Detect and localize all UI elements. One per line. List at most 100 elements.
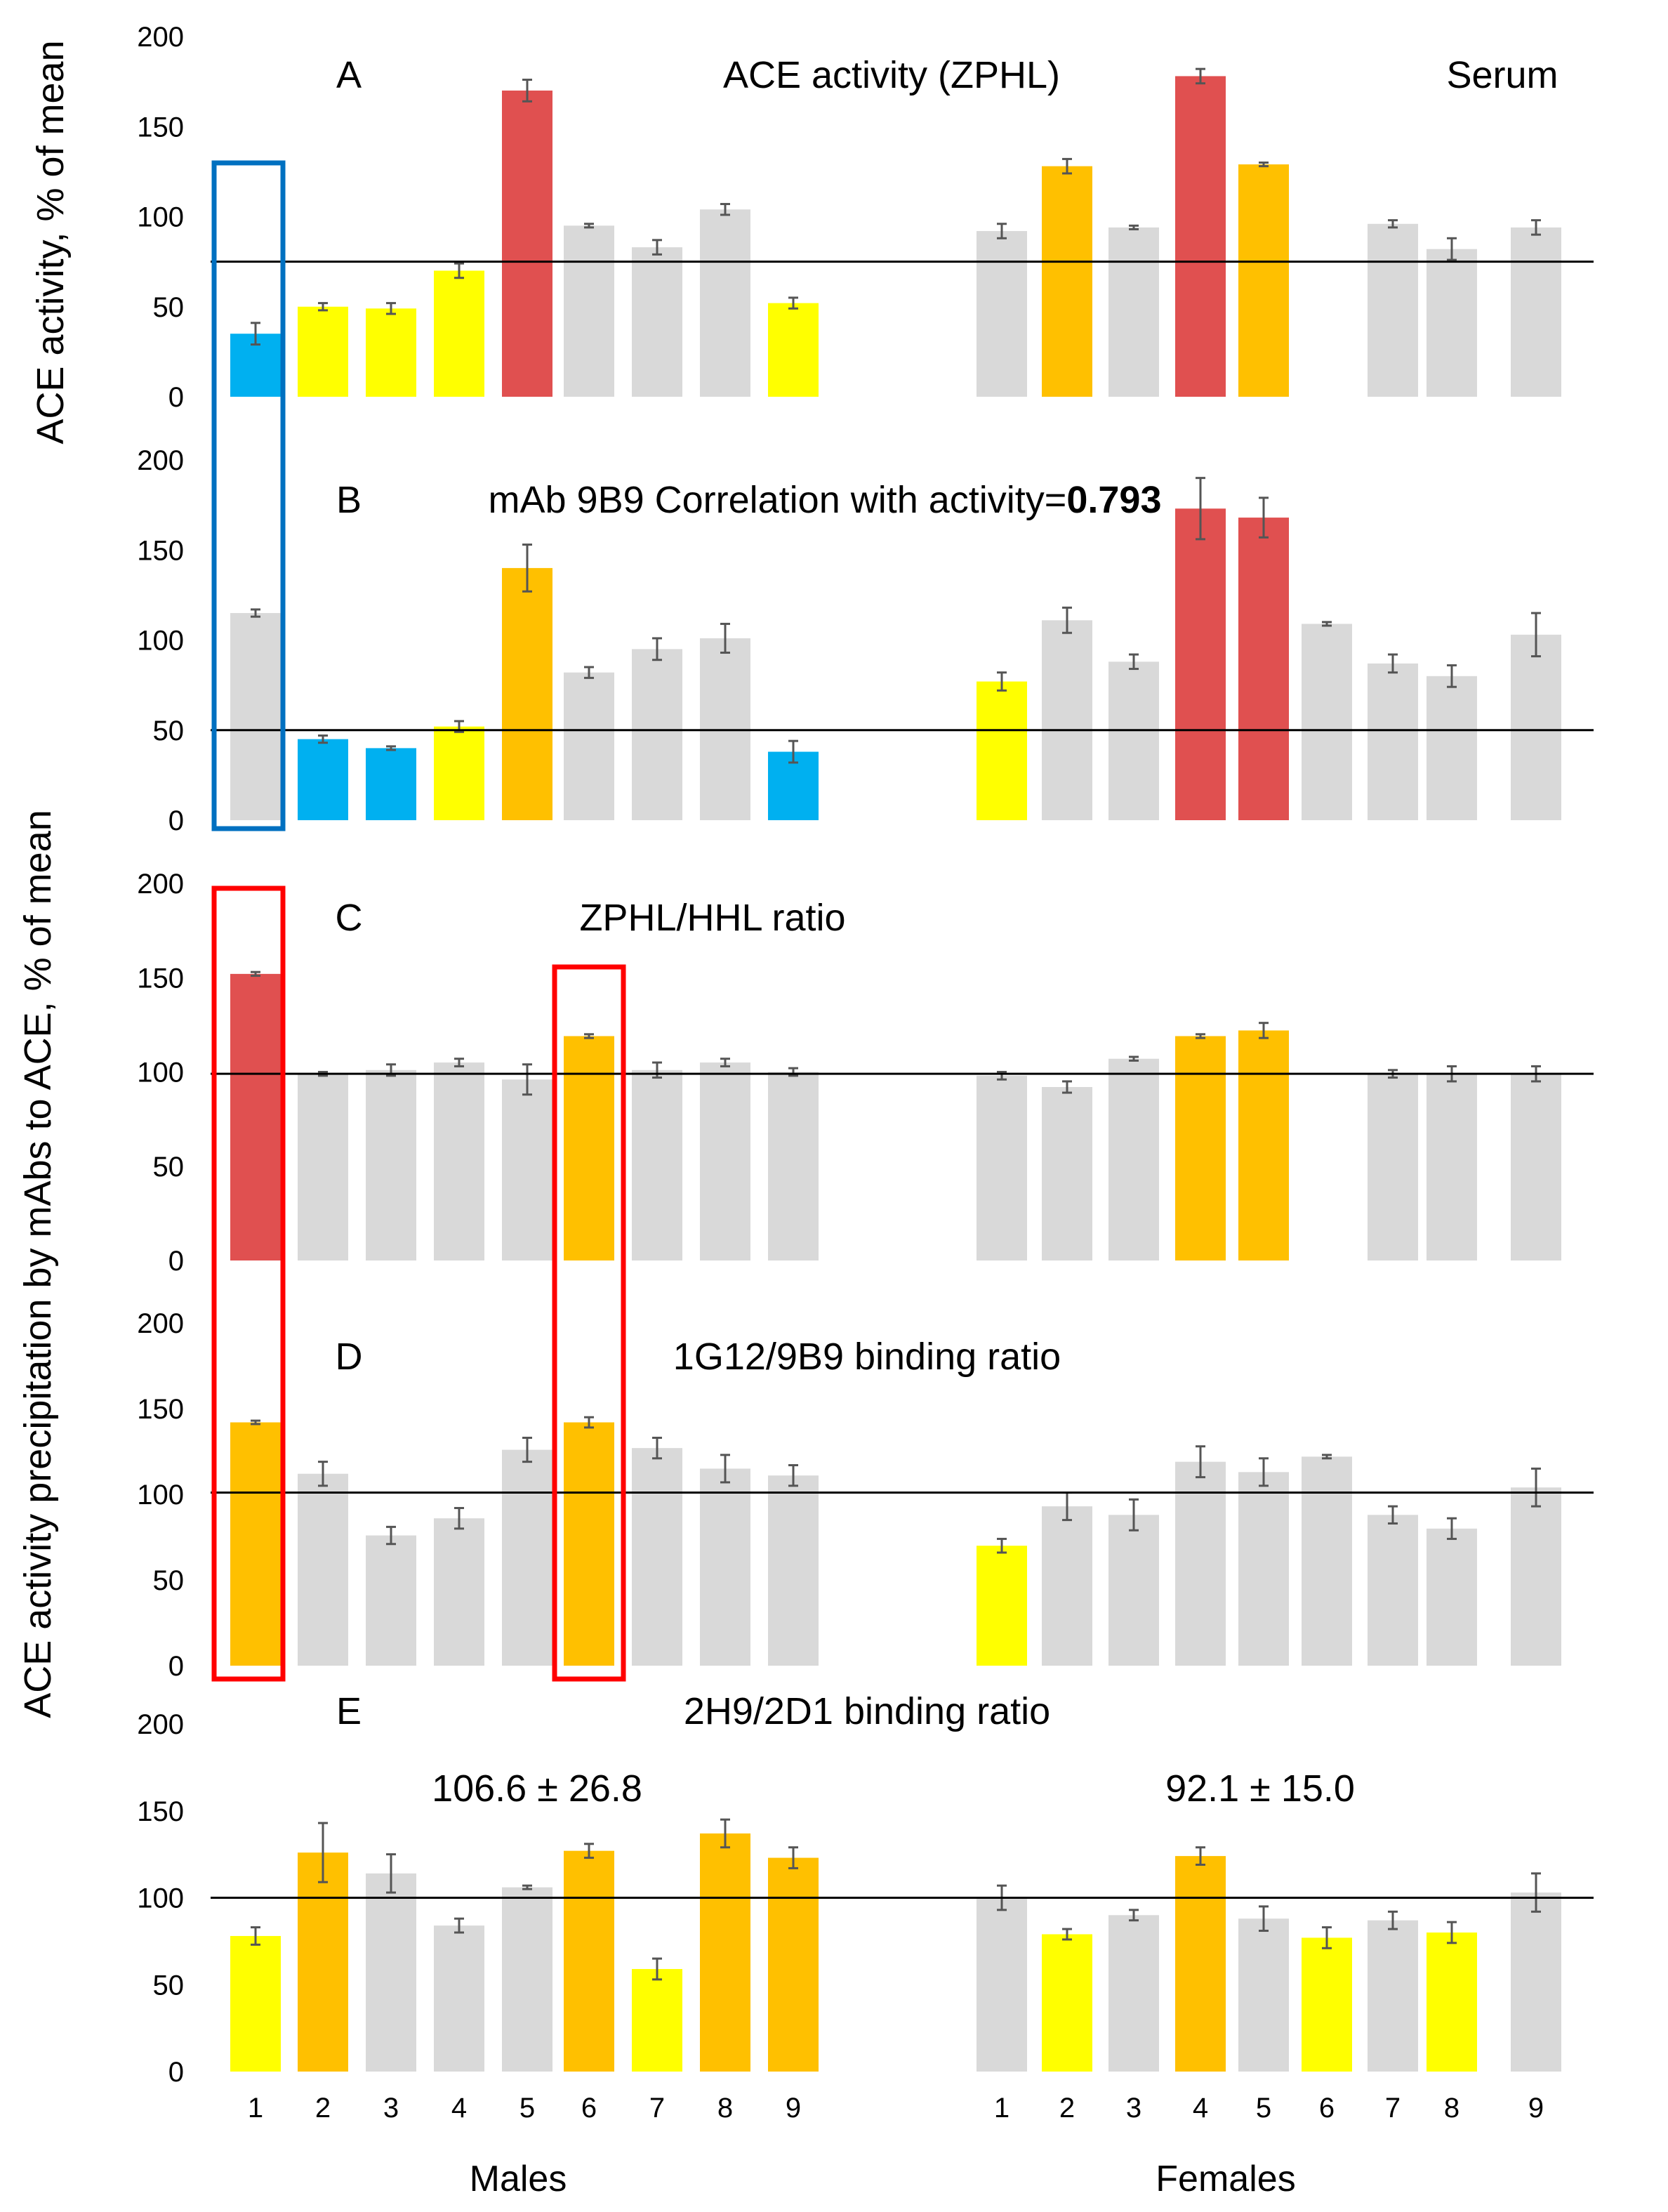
error-bar-d-females-1 bbox=[997, 1537, 1007, 1554]
x-tick-label-females-9: 9 bbox=[1528, 2093, 1544, 2124]
panel-letter-e: E bbox=[336, 1690, 362, 1732]
error-bar-e-females-5 bbox=[1259, 1905, 1269, 1933]
error-bar-e-males-4 bbox=[454, 1917, 464, 1934]
error-bar-c-females-5 bbox=[1259, 1022, 1269, 1039]
error-bar-a-males-2 bbox=[318, 302, 328, 312]
bar-b-females-5 bbox=[1238, 518, 1289, 820]
bar-e-females-9 bbox=[1511, 1892, 1561, 2072]
bar-c-males-6 bbox=[564, 1036, 614, 1260]
bar-e-females-8 bbox=[1427, 1933, 1477, 2072]
x-tick-label-males-6: 6 bbox=[581, 2093, 597, 2124]
bar-a-females-4 bbox=[1175, 76, 1226, 397]
bar-e-females-3 bbox=[1108, 1915, 1159, 2072]
y-tick-label-d-50: 50 bbox=[153, 1565, 185, 1596]
bar-c-males-7 bbox=[632, 1069, 682, 1260]
error-bar-c-males-6 bbox=[584, 1033, 594, 1039]
bar-c-males-5 bbox=[502, 1079, 552, 1260]
panel-letter-a: A bbox=[336, 54, 362, 96]
bar-d-males-5 bbox=[502, 1449, 552, 1666]
panel-letter-c: C bbox=[336, 897, 363, 939]
correlation-value: 0.793 bbox=[1066, 479, 1161, 521]
x-tick-label-females-8: 8 bbox=[1444, 2093, 1460, 2124]
bar-b-males-7 bbox=[632, 649, 682, 820]
error-bar-d-males-1 bbox=[251, 1419, 260, 1426]
error-bar-e-females-8 bbox=[1447, 1921, 1457, 1944]
error-bar-e-males-8 bbox=[720, 1818, 730, 1849]
x-tick-label-females-4: 4 bbox=[1193, 2093, 1208, 2124]
panel-letter-b: B bbox=[336, 479, 362, 521]
bar-e-females-1 bbox=[977, 1897, 1027, 2072]
highlight-frame-blue bbox=[211, 160, 286, 831]
error-bar-b-males-3 bbox=[386, 745, 396, 751]
bar-e-males-6 bbox=[564, 1850, 614, 2072]
y-tick-label-d-200: 200 bbox=[137, 1308, 184, 1339]
y-tick-label-d-100: 100 bbox=[137, 1480, 184, 1510]
bar-e-males-8 bbox=[700, 1833, 750, 2072]
error-bar-e-males-7 bbox=[652, 1957, 662, 1981]
error-bar-a-females-7 bbox=[1388, 219, 1398, 229]
bar-d-females-4 bbox=[1175, 1461, 1226, 1666]
y-tick-label-d-0: 0 bbox=[168, 1651, 184, 1682]
y-tick-label-c-150: 150 bbox=[137, 963, 184, 994]
y-tick-label-e-200: 200 bbox=[137, 1709, 184, 1740]
y-tick-label-c-100: 100 bbox=[137, 1058, 184, 1088]
bar-e-males-1 bbox=[230, 1935, 281, 2072]
bar-b-females-4 bbox=[1175, 508, 1226, 820]
bar-c-males-4 bbox=[434, 1062, 484, 1260]
error-bar-b-males-8 bbox=[720, 622, 730, 654]
error-bar-b-males-2 bbox=[318, 734, 328, 744]
error-bar-a-males-6 bbox=[584, 223, 594, 229]
bar-a-males-9 bbox=[768, 303, 819, 397]
y-tick-label-b-0: 0 bbox=[168, 805, 184, 836]
panel-title-b: mAb 9B9 Correlation with activity=0.793 bbox=[489, 479, 1162, 521]
error-bar-b-males-7 bbox=[652, 637, 662, 661]
error-bar-c-females-2 bbox=[1062, 1080, 1072, 1094]
error-bar-a-males-5 bbox=[522, 79, 532, 103]
bar-d-females-7 bbox=[1368, 1515, 1418, 1666]
y-tick-label-a-0: 0 bbox=[168, 382, 184, 413]
bar-c-males-3 bbox=[366, 1069, 416, 1260]
bar-d-males-1 bbox=[230, 1422, 281, 1666]
bar-a-females-7 bbox=[1368, 223, 1418, 397]
highlight-frames bbox=[211, 160, 626, 1682]
bar-d-males-6 bbox=[564, 1422, 614, 1666]
panel-a: 0 50 100 150 200 A ACE activity (ZPHL) Serum bbox=[137, 22, 1594, 413]
error-bar-b-females-3 bbox=[1129, 653, 1139, 671]
x-group-label-males: Males bbox=[470, 2159, 567, 2199]
y-tick-label-d-150: 150 bbox=[137, 1394, 184, 1425]
error-bar-e-males-2 bbox=[318, 1822, 328, 1883]
y-tick-label-c-200: 200 bbox=[137, 869, 184, 900]
error-bar-a-females-1 bbox=[997, 223, 1007, 239]
error-bar-a-females-8 bbox=[1447, 237, 1457, 261]
bar-c-males-1 bbox=[230, 973, 281, 1260]
panel-title-e: 2H9/2D1 binding ratio bbox=[684, 1690, 1050, 1732]
bar-a-males-4 bbox=[434, 270, 484, 397]
error-bar-b-males-1 bbox=[251, 608, 260, 618]
error-bar-b-females-1 bbox=[997, 671, 1007, 692]
highlight-frame-red-1 bbox=[211, 886, 286, 1682]
error-bar-b-females-6 bbox=[1322, 621, 1332, 627]
bar-a-females-9 bbox=[1511, 227, 1561, 397]
bar-c-females-8 bbox=[1427, 1074, 1477, 1260]
y-tick-label-a-200: 200 bbox=[137, 22, 184, 53]
bar-b-females-6 bbox=[1302, 624, 1352, 820]
error-bar-c-males-7 bbox=[652, 1061, 662, 1079]
error-bar-c-males-1 bbox=[251, 970, 260, 977]
bar-e-females-2 bbox=[1042, 1934, 1092, 2072]
bar-e-females-5 bbox=[1238, 1918, 1289, 2072]
bar-d-females-9 bbox=[1511, 1487, 1561, 1666]
bar-a-males-3 bbox=[366, 308, 416, 397]
x-group-label-females: Females bbox=[1156, 2159, 1295, 2199]
bar-a-females-1 bbox=[977, 231, 1027, 397]
error-bar-e-females-3 bbox=[1129, 1909, 1139, 1922]
x-tick-label-males-9: 9 bbox=[786, 2093, 801, 2124]
panel-title-d: 1G12/9B9 binding ratio bbox=[673, 1336, 1061, 1378]
x-tick-label-males-1: 1 bbox=[248, 2093, 263, 2124]
error-bar-c-males-4 bbox=[454, 1058, 464, 1067]
y-axis-label-bottom: ACE activity precipitation by mAbs to AC… bbox=[17, 810, 59, 1718]
error-bar-c-females-3 bbox=[1129, 1055, 1139, 1062]
y-tick-label-c-50: 50 bbox=[153, 1152, 185, 1183]
bar-a-males-6 bbox=[564, 225, 614, 397]
bar-b-males-5 bbox=[502, 567, 552, 820]
error-bar-b-females-2 bbox=[1062, 606, 1072, 634]
